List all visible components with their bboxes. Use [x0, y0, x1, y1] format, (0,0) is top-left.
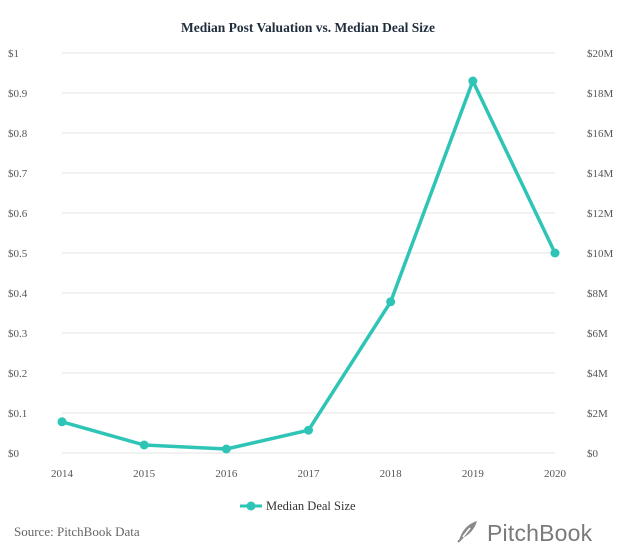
right-tick-label: $12M [587, 208, 614, 220]
left-tick-label: $0.3 [8, 328, 28, 340]
right-y-axis: $0 $2M $4M $6M $8M $10M $12M $14M $16M $18M $20M [587, 48, 614, 460]
left-tick-label: $0.9 [8, 88, 28, 100]
series-line [60, 79, 557, 451]
x-tick-label: 2015 [133, 468, 156, 480]
x-tick-label: 2016 [215, 468, 238, 480]
brand-logo: PitchBook [455, 518, 592, 548]
right-tick-label: $2M [587, 408, 608, 420]
source-note: Source: PitchBook Data [14, 524, 140, 539]
right-tick-label: $14M [587, 168, 614, 180]
left-tick-label: $0.1 [8, 408, 27, 420]
series-layer [57, 76, 560, 454]
left-tick-label: $0.5 [8, 248, 28, 260]
pitchbook-leaf-icon [455, 518, 481, 549]
right-tick-label: $20M [587, 48, 614, 60]
left-tick-label: $0.4 [8, 288, 28, 300]
data-point [468, 76, 478, 86]
chart-title: Median Post Valuation vs. Median Deal Si… [181, 20, 435, 35]
x-axis: 2014 2015 2016 2017 2018 2019 2020 [51, 468, 567, 480]
data-point [386, 297, 396, 307]
x-tick-label: 2019 [462, 468, 485, 480]
right-tick-label: $18M [587, 88, 614, 100]
left-tick-label: $0.2 [8, 368, 27, 380]
x-tick-label: 2017 [298, 468, 321, 480]
legend: Median Deal Size [240, 499, 356, 513]
data-point [304, 425, 313, 435]
right-tick-label: $16M [587, 128, 614, 140]
left-tick-label: $0.6 [8, 208, 28, 220]
right-tick-label: $6M [587, 328, 608, 340]
left-y-axis: $0 $0.1 $0.2 $0.3 $0.4 $0.5 $0.6 $0.7 $0.8 $0.9 $1 [8, 48, 28, 460]
right-tick-label: $10M [587, 248, 614, 260]
right-tick-label: $8M [587, 288, 608, 300]
left-tick-label: $0 [8, 448, 20, 460]
x-tick-label: 2014 [51, 468, 74, 480]
data-point [139, 440, 149, 450]
right-tick-label: $0 [587, 448, 599, 460]
x-tick-label: 2020 [544, 468, 567, 480]
x-tick-label: 2018 [380, 468, 403, 480]
data-point [221, 444, 231, 454]
data-point [550, 248, 560, 258]
left-tick-label: $0.7 [8, 168, 28, 180]
data-point [57, 417, 67, 427]
left-tick-label: $0.8 [8, 128, 28, 140]
legend-label: Median Deal Size [266, 499, 356, 513]
right-tick-label: $4M [587, 368, 608, 380]
legend-marker [246, 501, 256, 511]
left-tick-label: $1 [8, 48, 19, 60]
gridlines [62, 52, 555, 454]
brand-name: PitchBook [487, 519, 593, 546]
